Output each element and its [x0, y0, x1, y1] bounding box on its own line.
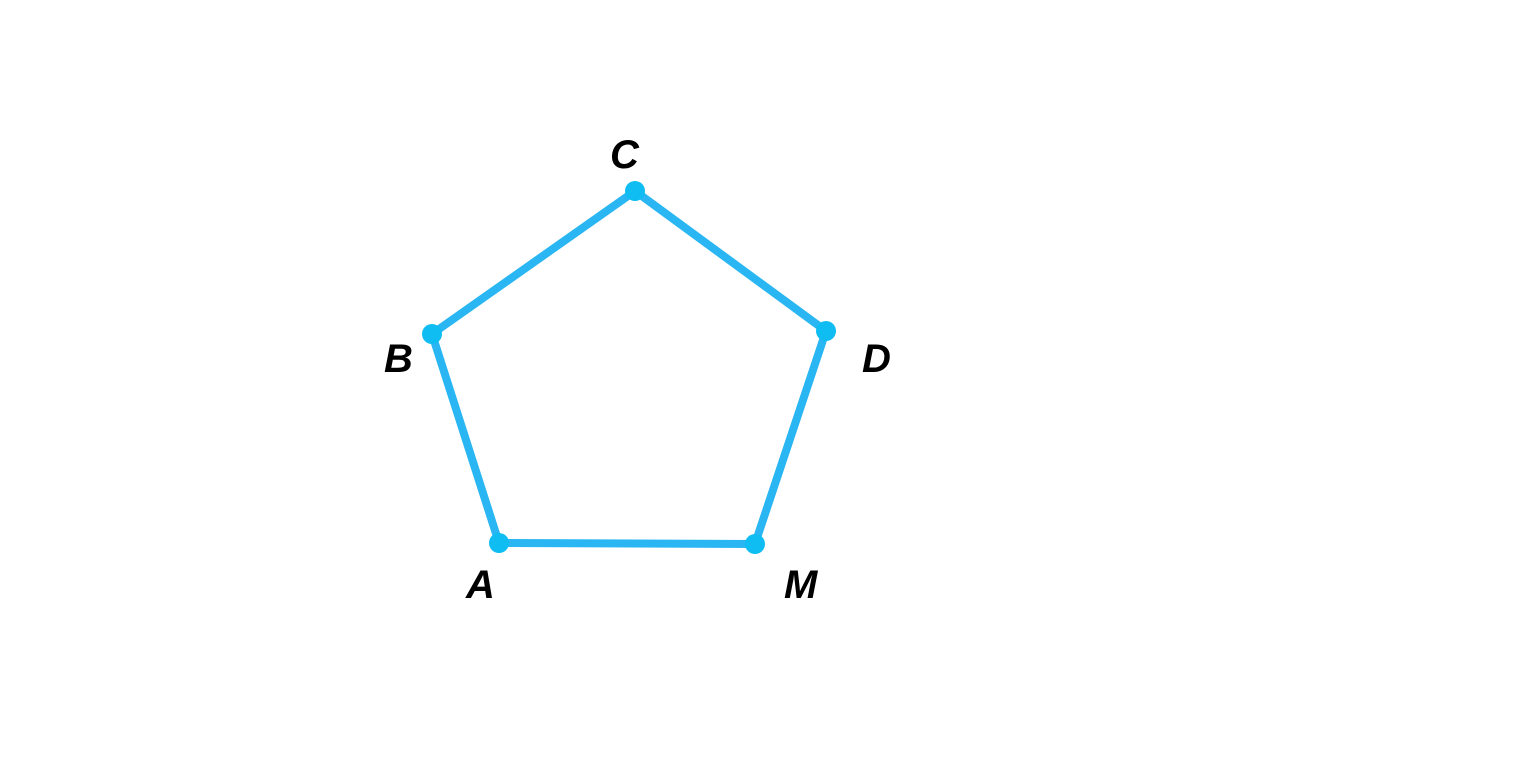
vertex-label-M: M: [784, 563, 819, 607]
geometry-diagram: A B C D M: [0, 0, 1536, 774]
edge-M-A: [499, 543, 755, 544]
vertex-label-B: B: [384, 337, 413, 381]
vertex-C: [625, 181, 645, 201]
edge-C-D: [635, 191, 826, 331]
vertex-D: [816, 321, 836, 341]
vertex-A: [489, 533, 509, 553]
edge-D-M: [755, 331, 826, 544]
vertex-label-C: C: [610, 133, 640, 177]
vertex-M: [745, 534, 765, 554]
vertex-label-A: A: [465, 563, 495, 607]
vertex-label-D: D: [862, 337, 891, 381]
edge-A-B: [432, 334, 499, 543]
vertex-B: [422, 324, 442, 344]
edge-B-C: [432, 191, 635, 334]
